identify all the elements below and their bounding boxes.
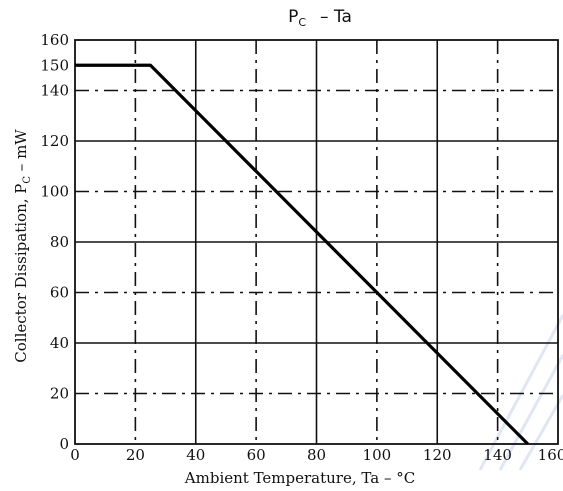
grid: [75, 40, 558, 444]
x-axis-label: Ambient Temperature, Ta – °C: [184, 469, 415, 487]
y-axis-label-subscript: C: [22, 176, 33, 184]
y-tick-label: 120: [40, 132, 69, 150]
y-tick-label: 20: [50, 385, 69, 403]
y-tick-label: 140: [40, 82, 69, 100]
y-tick-label: 160: [40, 31, 69, 49]
x-tick-label: 160: [538, 446, 563, 464]
title-subscript: C: [298, 16, 306, 29]
plot-frame: [74, 39, 559, 445]
chart-title: PC – Ta: [288, 7, 352, 29]
title-main-right: – Ta: [320, 7, 352, 27]
y-tick-label: 0: [59, 435, 69, 453]
x-tick-label: 40: [186, 446, 205, 464]
y-axis-label: Collector Dissipation, PC – mW: [12, 129, 33, 363]
title-main-left: P: [288, 7, 298, 27]
y-tick-label: 40: [50, 334, 69, 352]
y-axis-label-unit: – mW: [12, 129, 30, 176]
y-tick-label: 60: [50, 284, 69, 302]
derating-curve: [75, 63, 529, 446]
x-tick-label: 100: [363, 446, 392, 464]
x-tick-label: 60: [247, 446, 266, 464]
y-tick-label: 80: [50, 233, 69, 251]
x-tick-label: 140: [483, 446, 512, 464]
y-tick-label: 100: [40, 183, 69, 201]
x-tick-label: 80: [307, 446, 326, 464]
tick-labels: 0 20 40 60 80 100 120 140 160 0 20 40 60 80 100 120 140 1…: [40, 31, 563, 464]
x-tick-label: 120: [423, 446, 452, 464]
x-tick-label: 0: [70, 446, 80, 464]
y-tick-label: 150: [40, 56, 69, 74]
x-tick-label: 20: [126, 446, 145, 464]
y-axis-label-main: Collector Dissipation, P: [12, 184, 30, 363]
